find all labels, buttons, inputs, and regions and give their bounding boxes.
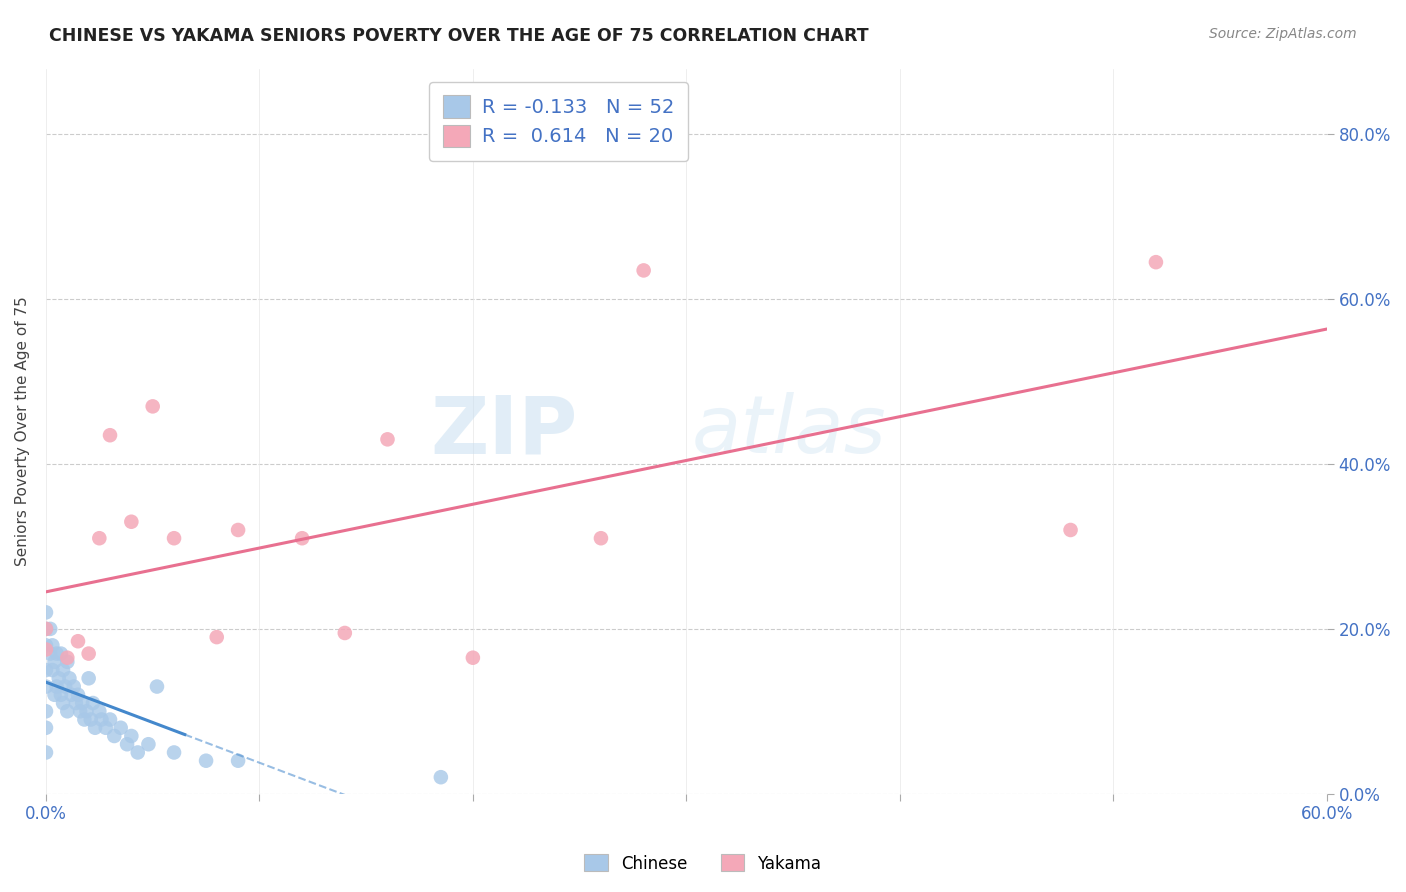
Point: [49, 647, 72, 661]
Point: [35, 622, 58, 636]
Point: [76, 704, 98, 718]
Point: [41, 638, 63, 652]
Point: [1144, 255, 1167, 269]
Point: [72, 696, 94, 710]
Point: [115, 737, 138, 751]
Point: [52, 663, 75, 677]
Point: [430, 770, 453, 784]
Point: [62, 680, 84, 694]
Point: [35, 721, 58, 735]
Point: [35, 663, 58, 677]
Point: [56, 655, 79, 669]
Point: [77, 671, 100, 685]
Point: [41, 663, 63, 677]
Point: [60, 688, 83, 702]
Point: [39, 647, 62, 661]
Point: [138, 737, 160, 751]
Point: [195, 754, 218, 768]
Point: [110, 721, 132, 735]
Text: ZIP: ZIP: [430, 392, 578, 470]
Point: [333, 626, 356, 640]
Point: [1059, 523, 1081, 537]
Point: [53, 680, 76, 694]
Point: [90, 713, 112, 727]
Point: [98, 713, 121, 727]
Point: [82, 696, 104, 710]
Point: [56, 650, 79, 665]
Point: [73, 713, 96, 727]
Point: [49, 688, 72, 702]
Point: [226, 754, 249, 768]
Point: [377, 433, 399, 447]
Point: [142, 400, 165, 414]
Point: [58, 671, 80, 685]
Point: [120, 515, 142, 529]
Point: [39, 622, 62, 636]
Point: [84, 721, 107, 735]
Point: [45, 680, 67, 694]
Point: [205, 630, 228, 644]
Point: [98, 428, 121, 442]
Point: [48, 671, 70, 685]
Point: [52, 696, 75, 710]
Point: [633, 263, 655, 277]
Point: [65, 696, 87, 710]
Point: [146, 680, 169, 694]
Point: [66, 634, 89, 648]
Point: [35, 680, 58, 694]
Point: [35, 746, 58, 760]
Point: [35, 606, 58, 620]
Point: [44, 655, 66, 669]
Point: [94, 721, 117, 735]
Y-axis label: Seniors Poverty Over the Age of 75: Seniors Poverty Over the Age of 75: [15, 296, 30, 566]
Point: [163, 531, 186, 545]
Point: [45, 647, 67, 661]
Point: [35, 642, 58, 657]
Point: [35, 704, 58, 718]
Point: [66, 688, 89, 702]
Text: Source: ZipAtlas.com: Source: ZipAtlas.com: [1209, 27, 1357, 41]
Point: [226, 523, 249, 537]
Point: [35, 638, 58, 652]
Point: [103, 729, 125, 743]
Point: [163, 746, 186, 760]
Point: [77, 647, 100, 661]
Legend: R = -0.133   N = 52, R =  0.614   N = 20: R = -0.133 N = 52, R = 0.614 N = 20: [429, 82, 688, 161]
Text: CHINESE VS YAKAMA SENIORS POVERTY OVER THE AGE OF 75 CORRELATION CHART: CHINESE VS YAKAMA SENIORS POVERTY OVER T…: [49, 27, 869, 45]
Point: [120, 729, 142, 743]
Point: [44, 688, 66, 702]
Point: [56, 704, 79, 718]
Point: [35, 622, 58, 636]
Text: atlas: atlas: [692, 392, 886, 470]
Point: [89, 531, 111, 545]
Point: [127, 746, 149, 760]
Point: [89, 704, 111, 718]
Point: [291, 531, 314, 545]
Point: [589, 531, 612, 545]
Point: [461, 650, 484, 665]
Point: [69, 704, 91, 718]
Legend: Chinese, Yakama: Chinese, Yakama: [578, 847, 828, 880]
Point: [80, 713, 103, 727]
